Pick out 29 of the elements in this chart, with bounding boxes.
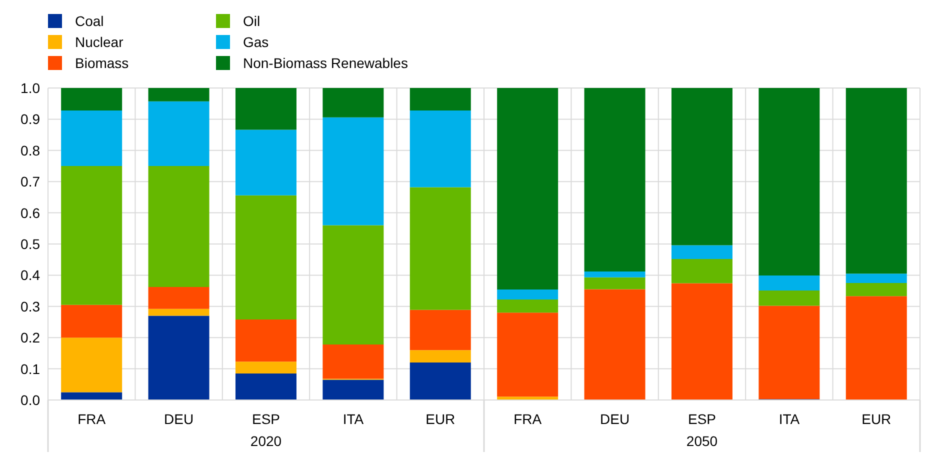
- y-tick-label: 0.5: [20, 236, 40, 252]
- x-tick-label: FRA: [514, 410, 542, 427]
- x-tick-label: FRA: [78, 410, 106, 427]
- legend-label: Gas: [243, 34, 269, 50]
- x-tick-label: DEU: [164, 410, 194, 427]
- x-tick-label: DEU: [600, 410, 630, 427]
- y-tick-label: 0.4: [20, 267, 40, 284]
- text: 2050: [686, 433, 718, 449]
- y-tick-label: 0.0: [20, 392, 40, 408]
- y-tick-label: 0.8: [20, 142, 40, 158]
- y-tick-label: 0.9: [20, 111, 40, 128]
- legend-label: Biomass: [75, 54, 129, 70]
- legend-label: Nuclear: [75, 34, 124, 50]
- y-tick-label: 1.0: [20, 80, 40, 96]
- legend-label: Oil: [243, 12, 260, 28]
- y-tick-label: 0.2: [20, 330, 40, 346]
- legend-label: Coal: [75, 12, 104, 28]
- y-tick-label: 0.7: [20, 174, 40, 190]
- x-tick-label: ITA: [342, 410, 364, 427]
- x-tick-label: ESP: [688, 410, 716, 427]
- legend-label: Non-Biomass Renewables: [243, 54, 408, 70]
- y-tick-label: 0.3: [20, 298, 40, 314]
- x-tick-label: ITA: [778, 410, 800, 427]
- y-tick-label: 0.1: [20, 360, 40, 377]
- x-tick-label: ESP: [252, 410, 280, 427]
- x-tick-label: EUR: [862, 410, 892, 427]
- text: 2020: [250, 433, 282, 449]
- y-tick-label: 0.6: [20, 204, 40, 221]
- x-tick-label: EUR: [426, 410, 456, 427]
